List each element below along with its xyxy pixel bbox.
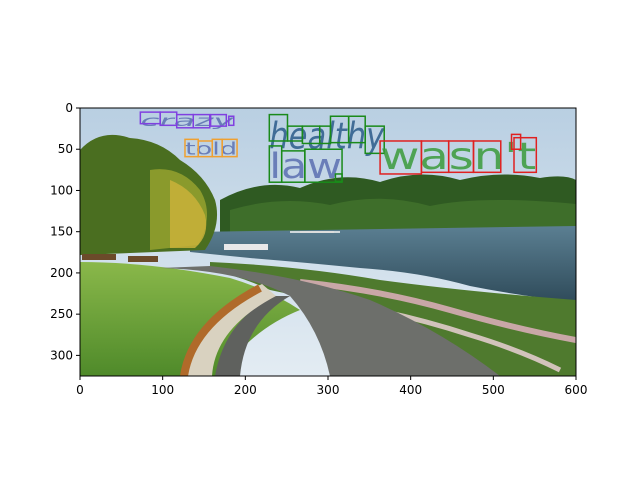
x-tick-label: 200 bbox=[234, 383, 257, 397]
background-photo bbox=[80, 108, 576, 376]
char-bounding-box bbox=[513, 136, 538, 174]
y-tick-label: 50 bbox=[58, 142, 73, 156]
x-tick-label: 100 bbox=[151, 383, 174, 397]
char-bounding-box bbox=[192, 113, 211, 129]
char-bounding-box bbox=[304, 148, 343, 183]
y-tick-label: 250 bbox=[50, 307, 73, 321]
word-annotation-wasnt: wasn't bbox=[379, 133, 538, 178]
char-bounding-box bbox=[334, 173, 343, 183]
x-tick-label: 400 bbox=[399, 383, 422, 397]
y-tick-label: 0 bbox=[65, 101, 73, 115]
y-tick-label: 200 bbox=[50, 266, 73, 280]
y-tick-label: 150 bbox=[50, 225, 73, 239]
char-bounding-box bbox=[221, 138, 238, 158]
x-tick-label: 600 bbox=[565, 383, 588, 397]
y-tick-label: 300 bbox=[50, 348, 73, 362]
word-annotation-crazy: crazy bbox=[139, 111, 235, 130]
char-bounding-box bbox=[510, 133, 522, 150]
word-text: told bbox=[185, 140, 237, 159]
y-tick-label: 100 bbox=[50, 183, 73, 197]
char-bounding-box bbox=[228, 115, 235, 127]
x-tick-label: 500 bbox=[482, 383, 505, 397]
word-annotation-law: law bbox=[268, 145, 343, 187]
x-tick-label: 0 bbox=[76, 383, 84, 397]
char-bounding-box bbox=[364, 125, 385, 155]
char-bounding-box bbox=[472, 140, 502, 174]
word-text: law bbox=[269, 147, 342, 187]
word-annotation-told: told bbox=[184, 138, 238, 159]
char-bounding-box bbox=[209, 113, 228, 127]
x-tick-label: 300 bbox=[317, 383, 340, 397]
